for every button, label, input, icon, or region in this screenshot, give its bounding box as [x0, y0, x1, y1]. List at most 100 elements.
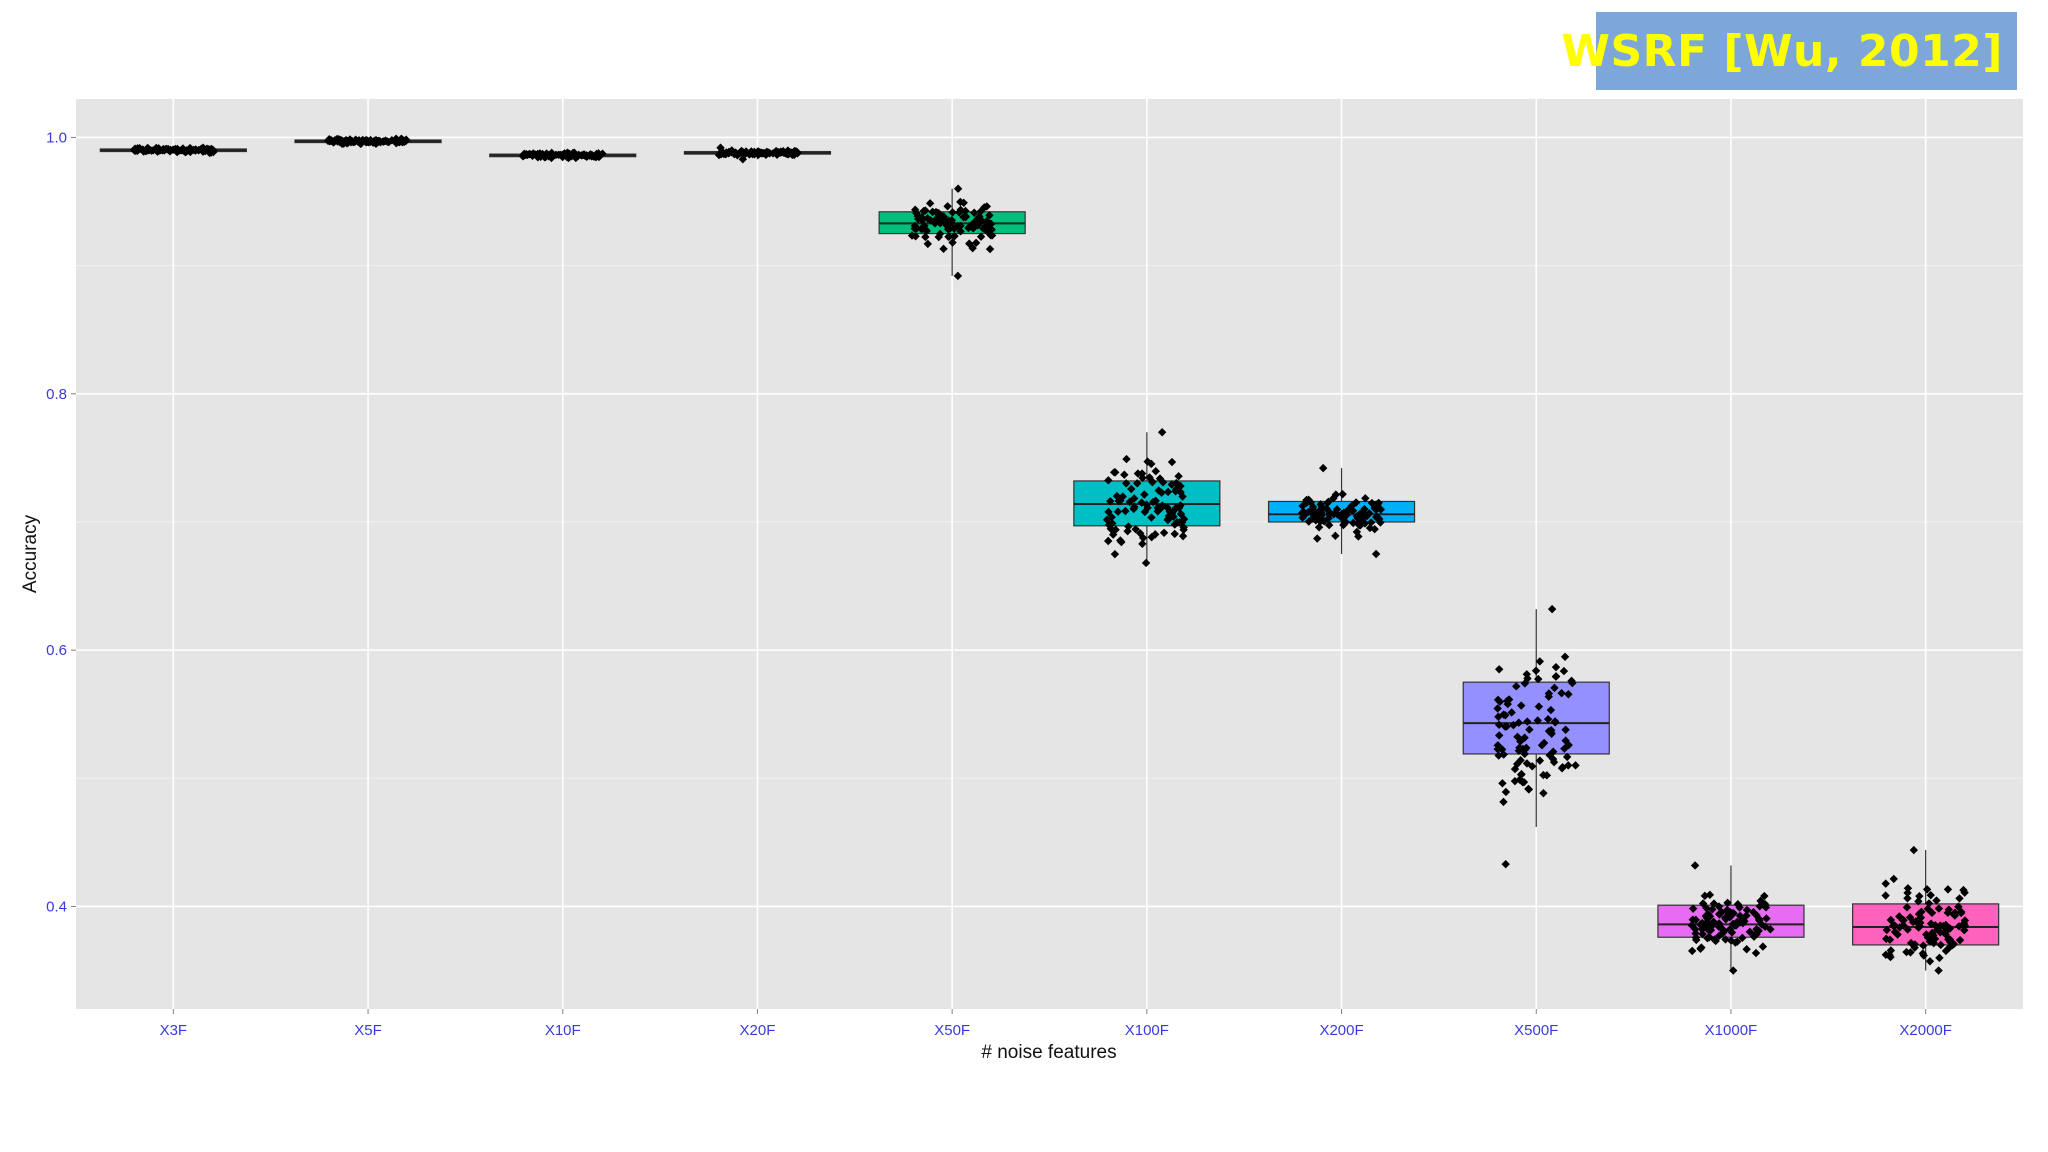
data-point	[1557, 688, 1566, 698]
x-tick-label: X10F	[545, 1022, 581, 1039]
data-point	[1117, 537, 1126, 547]
data-point	[1936, 940, 1945, 950]
data-point	[1950, 911, 1960, 920]
data-point	[1111, 525, 1120, 534]
data-point	[1739, 916, 1748, 926]
data-point	[1903, 925, 1912, 934]
data-point	[1147, 513, 1156, 522]
data-point	[1733, 937, 1742, 946]
data-point	[1155, 474, 1165, 483]
data-point	[1131, 524, 1140, 534]
data-point	[1151, 496, 1160, 506]
data-point	[381, 136, 390, 145]
data-point	[985, 211, 994, 220]
data-point	[1745, 927, 1755, 937]
data-point	[1513, 732, 1522, 742]
data-point	[1494, 712, 1503, 721]
data-point	[1523, 674, 1532, 683]
data-point	[1153, 503, 1162, 512]
y-axis-ticks: 0.4 0.6 0.8 1.0	[46, 129, 76, 915]
data-point	[1906, 948, 1915, 957]
y-tick-label: 0.4	[46, 898, 67, 915]
data-point	[1158, 478, 1168, 487]
data-point	[1493, 741, 1503, 750]
data-point	[921, 225, 930, 234]
data-point	[165, 147, 175, 156]
data-point	[1749, 908, 1758, 917]
data-point	[1550, 683, 1559, 693]
data-point	[1944, 935, 1953, 944]
data-point	[1512, 682, 1521, 691]
data-point	[1751, 948, 1761, 958]
data-point	[1955, 894, 1964, 903]
data-point	[1758, 942, 1768, 951]
data-point	[985, 244, 995, 254]
x-tick-label: X200F	[1319, 1022, 1363, 1039]
data-point	[1298, 501, 1307, 511]
data-point	[1885, 935, 1895, 944]
data-point	[758, 149, 768, 158]
data-point	[946, 221, 955, 231]
data-point	[568, 150, 578, 160]
data-point	[1742, 945, 1751, 954]
data-point	[956, 227, 965, 236]
data-point	[1906, 938, 1916, 948]
data-point	[1495, 697, 1505, 706]
data-point	[1157, 428, 1167, 437]
data-point	[1172, 517, 1182, 527]
data-point	[1910, 940, 1920, 949]
data-point	[1941, 946, 1951, 956]
data-point	[1352, 512, 1362, 521]
data-point	[768, 149, 778, 158]
data-point	[152, 143, 161, 153]
data-point	[1721, 935, 1730, 944]
data-point	[1323, 498, 1332, 507]
data-point	[1926, 890, 1935, 900]
data-point	[1697, 925, 1707, 934]
data-point	[1704, 925, 1713, 935]
citation-text: WSRF [Wu, 2012]	[1561, 25, 2003, 77]
data-point	[980, 203, 989, 212]
data-point	[750, 150, 759, 159]
data-point	[1923, 904, 1933, 914]
data-point	[1726, 936, 1736, 945]
data-point	[1326, 508, 1335, 518]
data-point	[984, 223, 994, 233]
data-point	[1169, 512, 1178, 521]
data-point	[1914, 897, 1923, 906]
data-point	[969, 224, 978, 233]
data-point	[976, 232, 986, 241]
data-point	[1503, 699, 1512, 709]
data-point	[1104, 520, 1114, 530]
data-point	[1157, 488, 1166, 497]
data-point	[1362, 511, 1371, 520]
data-point	[1760, 891, 1769, 901]
data-point	[1147, 532, 1156, 542]
data-point	[1311, 516, 1321, 525]
data-point	[1881, 891, 1890, 900]
data-point	[1941, 920, 1951, 930]
data-point	[1902, 947, 1911, 957]
data-point	[783, 146, 793, 155]
data-point	[1316, 517, 1325, 526]
data-point	[1515, 743, 1524, 752]
data-point	[1516, 737, 1525, 746]
data-point	[1728, 908, 1738, 918]
data-point	[1133, 479, 1142, 488]
data-point	[1125, 497, 1134, 507]
y-tick-label: 0.6	[46, 642, 67, 659]
data-point	[145, 145, 154, 154]
data-point	[1521, 745, 1530, 754]
x-tick-label: X1000F	[1705, 1022, 1758, 1039]
data-point	[971, 238, 981, 248]
data-point	[1571, 761, 1580, 770]
data-point	[1141, 558, 1151, 568]
data-point	[1688, 904, 1698, 913]
data-point	[1140, 507, 1150, 517]
data-point	[976, 207, 985, 216]
data-point	[907, 231, 917, 240]
data-point	[1932, 896, 1941, 905]
data-point	[1742, 905, 1752, 915]
data-point	[935, 229, 945, 239]
